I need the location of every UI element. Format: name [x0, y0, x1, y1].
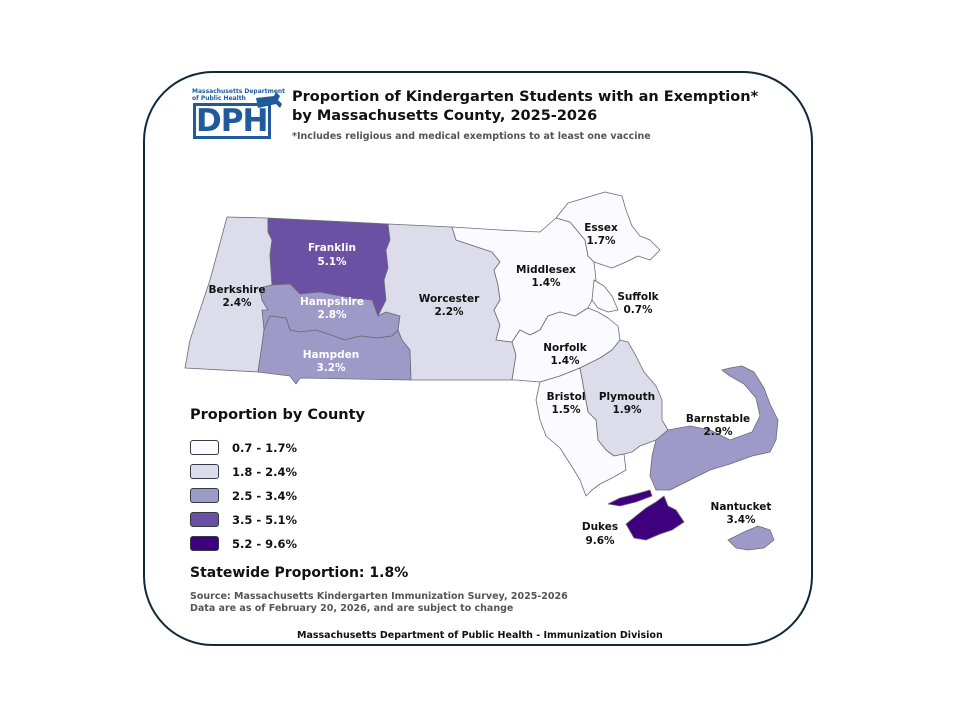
label-plymouth-value: 1.9% [612, 404, 642, 416]
county-dukes[interactable] [625, 495, 685, 541]
label-worcester-name: Worcester [419, 293, 480, 305]
source-note: Source: Massachusetts Kindergarten Immun… [190, 591, 568, 615]
county-barnstable[interactable] [649, 365, 779, 491]
label-nantucket-value: 3.4% [726, 514, 756, 526]
legend-label: 3.5 - 5.1% [232, 512, 298, 527]
label-essex-name: Essex [584, 222, 618, 234]
legend-swatch [190, 512, 219, 527]
label-barnstable-name: Barnstable [686, 413, 750, 425]
county-bristol[interactable] [535, 367, 627, 497]
legend-label: 5.2 - 9.6% [232, 536, 298, 551]
logo-box [193, 103, 271, 139]
label-plymouth-name: Plymouth [599, 391, 655, 403]
label-bristol-value: 1.5% [551, 404, 581, 416]
legend-item: 5.2 - 9.6% [190, 535, 297, 552]
label-nantucket-name: Nantucket [711, 501, 772, 513]
county-labels: Berkshire 2.4% Franklin 5.1% Hampshire 2… [209, 222, 772, 547]
label-middlesex-name: Middlesex [516, 264, 576, 276]
legend-label: 1.8 - 2.4% [232, 464, 298, 479]
legend-swatch [190, 488, 219, 503]
legend-item: 2.5 - 3.4% [190, 487, 297, 504]
label-berkshire-value: 2.4% [222, 297, 252, 309]
legend-label: 0.7 - 1.7% [232, 440, 298, 455]
label-berkshire-name: Berkshire [209, 284, 266, 296]
label-hampshire-name: Hampshire [300, 296, 364, 308]
legend-swatch [190, 536, 219, 551]
county-suffolk[interactable] [591, 279, 619, 313]
label-dukes-value: 9.6% [585, 535, 615, 547]
source-line2: Data are as of February 20, 2026, and ar… [190, 603, 514, 614]
label-suffolk-name: Suffolk [617, 291, 659, 303]
label-hampshire-value: 2.8% [317, 309, 347, 321]
label-norfolk-value: 1.4% [550, 355, 580, 367]
logo-org-name: Massachusetts Department of Public Healt… [192, 88, 285, 102]
label-norfolk-name: Norfolk [543, 342, 588, 354]
page-title: Proportion of Kindergarten Students with… [292, 88, 758, 126]
logo-org-line1: Massachusetts Department [192, 88, 286, 95]
label-essex-value: 1.7% [586, 235, 616, 247]
rounded-frame [143, 71, 813, 646]
legend-swatch [190, 464, 219, 479]
county-hampden[interactable] [257, 315, 412, 385]
logo-dph-text: DPH [196, 103, 268, 139]
title-line1: Proportion of Kindergarten Students with… [292, 89, 759, 105]
statewide-proportion: Statewide Proportion: 1.8% [190, 565, 409, 581]
label-franklin-value: 5.1% [317, 256, 347, 268]
source-line1: Source: Massachusetts Kindergarten Immun… [190, 591, 568, 602]
legend-swatch [190, 440, 219, 455]
label-bristol-name: Bristol [547, 391, 586, 403]
label-middlesex-value: 1.4% [531, 277, 561, 289]
label-worcester-value: 2.2% [434, 306, 464, 318]
legend-item: 3.5 - 5.1% [190, 511, 297, 528]
county-nantucket[interactable] [727, 525, 775, 551]
label-dukes-name: Dukes [582, 521, 618, 533]
county-essex[interactable] [555, 191, 661, 269]
dph-logo: Massachusetts Department of Public Healt… [192, 88, 285, 144]
footer-credit: Massachusetts Department of Public Healt… [297, 630, 663, 641]
label-suffolk-value: 0.7% [623, 304, 653, 316]
legend-item: 0.7 - 1.7% [190, 439, 297, 456]
logo-org-line2: of Public Health [192, 95, 246, 102]
label-hampden-value: 3.2% [316, 362, 346, 374]
title-line2: by Massachusetts County, 2025-2026 [292, 108, 598, 124]
legend-item: 1.8 - 2.4% [190, 463, 297, 480]
label-hampden-name: Hampden [303, 349, 359, 361]
legend-title: Proportion by County [190, 407, 365, 423]
county-dukes-islands[interactable] [607, 489, 653, 507]
subtitle-note: *Includes religious and medical exemptio… [292, 131, 651, 142]
legend-label: 2.5 - 3.4% [232, 488, 298, 503]
label-franklin-name: Franklin [308, 242, 356, 254]
label-barnstable-value: 2.9% [703, 426, 733, 438]
